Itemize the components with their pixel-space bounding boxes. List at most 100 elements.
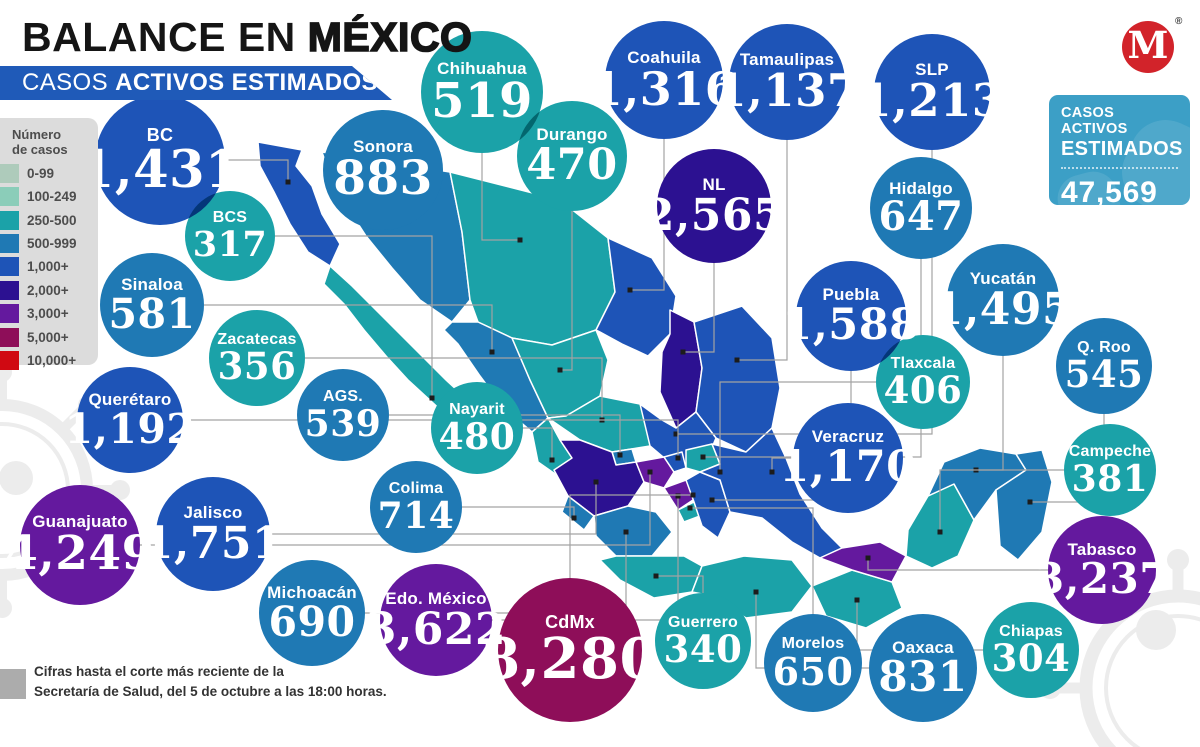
connector-line-sinaloa <box>204 304 493 352</box>
legend-item: 1,000+ <box>0 255 98 278</box>
bubble-chiapas: Chiapas 304 <box>983 602 1079 698</box>
state-value: 545 <box>1064 352 1144 397</box>
state-value: 539 <box>304 402 382 445</box>
state-name: Campeche <box>1068 443 1152 460</box>
bubble-tamaulipas: Tamaulipas 1,137 <box>715 24 858 140</box>
legend-label: 100-249 <box>27 189 77 205</box>
state-jalisco-shape <box>553 439 645 517</box>
legend-label: 10,000+ <box>27 352 77 368</box>
state-value: 3,237 <box>1034 554 1170 604</box>
state-name: Nayarit <box>449 401 505 418</box>
map-dot-veracruz <box>769 469 775 475</box>
page-title-bold: MÉXICO <box>307 13 473 61</box>
map-dot-edo-m-xico <box>675 493 681 499</box>
legend-label: 250-500 <box>27 212 77 228</box>
bubble-circle <box>869 614 977 722</box>
logo-letter: M <box>1127 23 1169 67</box>
connector-line-zacatecas <box>305 357 603 420</box>
state-value: 883 <box>333 151 433 207</box>
state-tabasco-shape <box>819 541 907 583</box>
bubble-coahuila: Coahuila 1,316 <box>591 21 737 139</box>
connector-line-durango <box>560 211 573 371</box>
map-dot-guanajuato <box>647 469 653 475</box>
state-name: CdMx <box>545 612 595 633</box>
map-dot-coahuila <box>627 287 633 293</box>
bubble-nl: NL 2,565 <box>644 149 784 263</box>
map-dot-cdmx <box>690 492 696 498</box>
bubble-circle <box>983 602 1079 698</box>
connector-line-nl <box>683 263 715 353</box>
connector-line-veracruz <box>771 457 793 472</box>
connector-line-bcs <box>275 235 433 398</box>
state-name: Querétaro <box>88 390 172 410</box>
bubble-circle <box>517 101 627 211</box>
state-name: Sinaloa <box>121 275 183 295</box>
state-value: 2,565 <box>643 189 785 241</box>
bubble-circle <box>209 310 305 406</box>
state-name: Guerrero <box>667 613 739 631</box>
state-guanajuato-shape <box>635 456 675 489</box>
state-value: 340 <box>663 627 743 672</box>
legend-label: 1,000+ <box>27 259 69 275</box>
bubble-circle <box>764 614 862 712</box>
bubble-circle <box>259 560 365 666</box>
connector-line-tabasco <box>867 558 1048 571</box>
map-dot-slp <box>673 431 679 437</box>
bubble-jalisco: Jalisco 1,751 <box>143 477 283 591</box>
map-dot-hidalgo <box>700 454 706 460</box>
state-value: 480 <box>438 415 516 458</box>
bubble-circle <box>870 157 972 259</box>
state-name: Jalisco <box>183 502 243 522</box>
bubble-quer-taro: Querétaro 1,192 <box>65 367 195 473</box>
bubble-slp: SLP 1,213 <box>860 34 1003 150</box>
bubble-sonora: Sonora 883 <box>323 110 443 230</box>
bubble-circle <box>370 461 462 553</box>
legend-label: 2,000+ <box>27 282 69 298</box>
map-dot-guerrero <box>653 573 659 579</box>
bubble-circle <box>20 485 140 605</box>
state-value: 581 <box>108 289 196 338</box>
legend-items: 0-99 100-249 250-500 500-999 1,000+ 2,000+ 3,0… <box>0 162 98 373</box>
state-value: 1,495 <box>932 283 1074 335</box>
bubble-zacatecas: Zacatecas 356 <box>209 310 305 406</box>
bubble-sinaloa: Sinaloa 581 <box>100 253 204 357</box>
legend-swatch <box>0 327 19 347</box>
connector-line-tamaulipas <box>737 140 788 361</box>
subtitle-bar: CASOS ACTIVOS ESTIMADOS <box>0 66 392 100</box>
bubble-circle <box>793 403 903 513</box>
state-name: Edo. México <box>385 588 487 608</box>
state-value: 1,588 <box>782 300 920 350</box>
legend-swatch <box>0 234 19 254</box>
bubble-bcs: BCS 317 <box>185 191 275 281</box>
bubble-durango: Durango 470 <box>517 101 627 211</box>
state-value: 690 <box>268 597 356 646</box>
connector-line-guanajuato <box>140 472 651 546</box>
state-value: 470 <box>526 140 618 190</box>
state-value: 1,213 <box>860 74 1004 128</box>
bubble-circle <box>874 34 990 150</box>
state-value: 3,622 <box>365 603 507 655</box>
connector-line-tlaxcala <box>719 381 876 472</box>
map-dot-chiapas <box>854 597 860 603</box>
state-name: Tlaxcala <box>890 354 956 372</box>
map-dot-quer-taro <box>675 455 681 461</box>
legend-swatch <box>0 210 19 230</box>
bubble-circle <box>100 253 204 357</box>
state-name: Q. Roo <box>1077 338 1131 356</box>
state-value: 650 <box>772 648 854 694</box>
dotted-divider <box>1061 167 1178 169</box>
bubble-cdmx: CdMx 8,280 <box>481 578 658 722</box>
bubble-yucat-n: Yucatán 1,495 <box>933 244 1073 356</box>
state-name: Tamaulipas <box>739 50 835 70</box>
footnote: Cifras hasta el corte más reciente de la… <box>34 662 387 703</box>
map-dot-sinaloa <box>489 349 495 355</box>
footnote-swatch <box>0 669 26 699</box>
connector-line-hidalgo <box>703 259 922 458</box>
connector-line-nayarit <box>523 427 553 460</box>
bubble-bc: BC 1,431 <box>79 95 241 225</box>
registered-mark: ® <box>1175 16 1183 27</box>
legend-item: 2,000+ <box>0 279 98 302</box>
legend-swatch <box>0 350 19 370</box>
page-title: BALANCE EN MÉXICO <box>22 13 473 61</box>
